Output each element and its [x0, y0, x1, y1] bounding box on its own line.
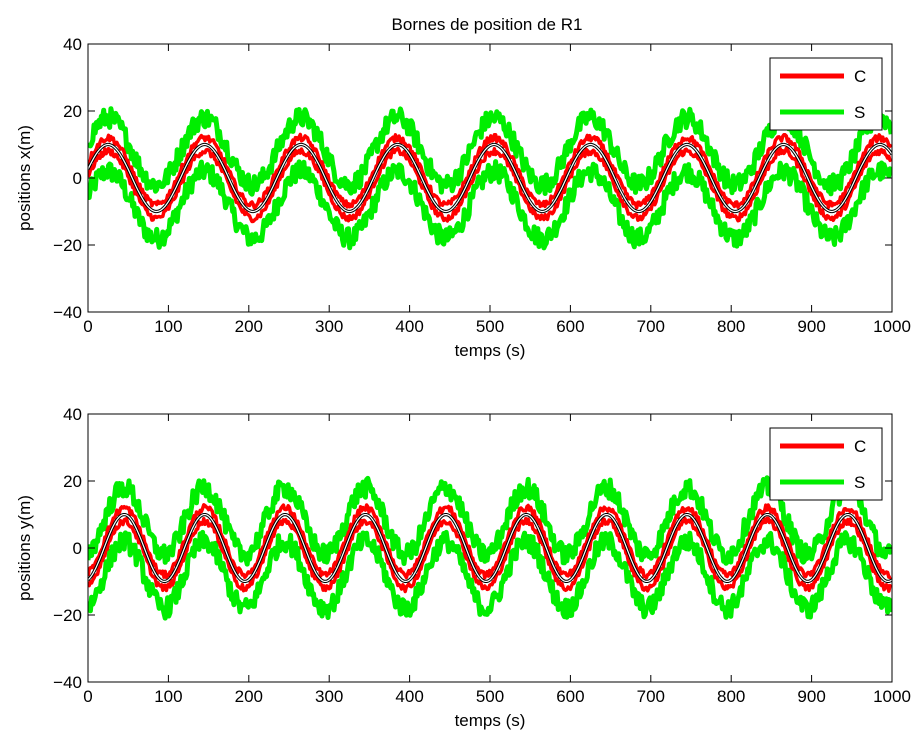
- y-tick-label: −40: [53, 673, 82, 692]
- x-tick-label: 1000: [873, 317, 911, 336]
- x-tick-label: 200: [235, 687, 263, 706]
- x-tick-label: 500: [476, 317, 504, 336]
- x-axis-label: temps (s): [455, 341, 526, 360]
- legend-label-S: S: [854, 473, 865, 492]
- x-tick-label: 400: [395, 687, 423, 706]
- legend-label-C: C: [854, 437, 866, 456]
- x-tick-label: 300: [315, 317, 343, 336]
- y-tick-label: 40: [63, 405, 82, 424]
- plot-panel-1: 0 100 200 300 400 500 600 700 800 900 100040200−20…: [15, 35, 911, 360]
- legend-label-C: C: [854, 67, 866, 86]
- y-tick-label: 0: [73, 169, 82, 188]
- x-tick-label: 700: [637, 317, 665, 336]
- legend-label-S: S: [854, 103, 865, 122]
- x-axis-label: temps (s): [455, 711, 526, 730]
- plot-panel-2: 0 100 200 300 400 500 600 700 800 900 100040200−20…: [15, 405, 911, 730]
- x-tick-label: 1000: [873, 687, 911, 706]
- legend: CS: [769, 57, 883, 131]
- x-tick-label: 600: [556, 317, 584, 336]
- legend-box: [769, 427, 883, 501]
- y-axis-label: positions x(m): [15, 125, 34, 231]
- x-tick-label: 900: [797, 317, 825, 336]
- figure-title: Bornes de position de R1: [392, 15, 583, 34]
- series-C-lower: [88, 146, 892, 224]
- x-tick-label: 900: [797, 687, 825, 706]
- x-tick-label: 800: [717, 317, 745, 336]
- legend: CS: [769, 427, 883, 501]
- x-tick-label: 700: [637, 687, 665, 706]
- x-tick-label: 0: [83, 317, 92, 336]
- series-S-lower: [88, 159, 892, 251]
- y-tick-label: −20: [53, 236, 82, 255]
- x-tick-label: 100: [154, 687, 182, 706]
- x-tick-label: 100: [154, 317, 182, 336]
- y-tick-label: 0: [73, 539, 82, 558]
- series-S-lower: [88, 529, 892, 621]
- y-tick-label: 20: [63, 102, 82, 121]
- series-C-lower: [88, 516, 892, 594]
- series-C-upper: [88, 132, 892, 210]
- reference-line: [88, 514, 892, 582]
- y-tick-label: −20: [53, 606, 82, 625]
- x-tick-label: 300: [315, 687, 343, 706]
- series-S-upper: [88, 106, 892, 197]
- x-tick-label: 600: [556, 687, 584, 706]
- x-tick-label: 400: [395, 317, 423, 336]
- x-tick-label: 200: [235, 317, 263, 336]
- series-S-upper: [88, 475, 892, 567]
- plot-area: [88, 475, 892, 621]
- x-tick-label: 500: [476, 687, 504, 706]
- y-tick-label: 20: [63, 472, 82, 491]
- x-tick-label: 800: [717, 687, 745, 706]
- reference-line: [88, 143, 892, 213]
- series-C-upper: [88, 503, 892, 580]
- y-tick-label: −40: [53, 303, 82, 322]
- y-tick-label: 40: [63, 35, 82, 54]
- y-axis-label: positions y(m): [15, 495, 34, 601]
- legend-box: [769, 57, 883, 131]
- plot-area: [88, 106, 892, 251]
- x-tick-label: 0: [83, 687, 92, 706]
